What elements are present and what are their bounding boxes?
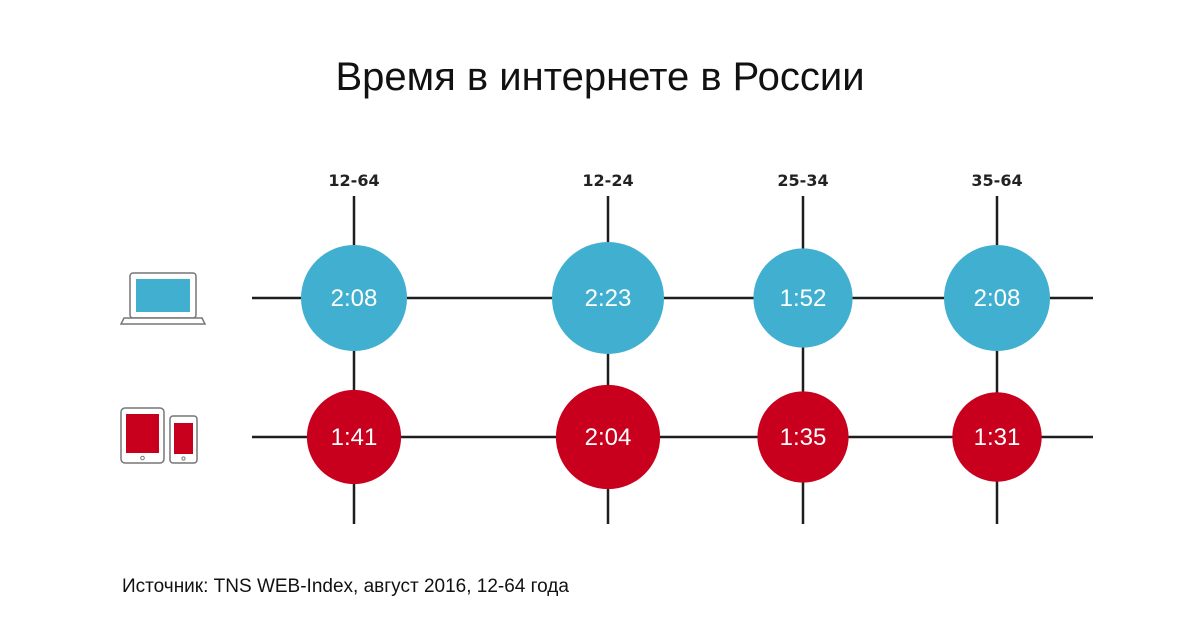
bubble-label: 2:08 <box>974 285 1021 312</box>
laptop-icon <box>119 272 207 325</box>
source-note: Источник: TNS WEB-Index, август 2016, 12… <box>122 576 569 597</box>
chart-title: Время в интернете в России <box>335 55 865 99</box>
time-bubble <box>753 248 853 348</box>
bubble-label: 1:52 <box>780 285 827 312</box>
column-label: 12-24 <box>582 171 633 190</box>
bubble-label: 2:23 <box>585 285 632 312</box>
time-bubble <box>757 391 849 483</box>
column-label: 12-64 <box>328 171 379 190</box>
bubble-label: 1:41 <box>331 424 378 451</box>
time-bubble <box>952 392 1042 482</box>
bubble-label: 2:04 <box>585 424 632 451</box>
column-lines <box>352 196 999 524</box>
column-labels: 12-64 12-24 25-34 35-64 <box>328 171 1022 190</box>
bubble-label: 2:08 <box>331 285 378 312</box>
time-bubble <box>306 389 402 485</box>
column-label: 25-34 <box>777 171 828 190</box>
time-bubble <box>552 242 664 354</box>
time-bubble <box>301 245 407 351</box>
bubble-label: 1:35 <box>780 424 827 451</box>
bubble-label: 1:31 <box>974 424 1021 451</box>
bubbles: 2:08 2:23 1:52 2:08 1:41 2:04 1:35 1:31 <box>301 242 1050 490</box>
time-bubble <box>944 245 1050 351</box>
tablet-and-phone-icon <box>120 407 198 464</box>
time-bubble <box>555 384 661 490</box>
column-label: 35-64 <box>971 171 1022 190</box>
